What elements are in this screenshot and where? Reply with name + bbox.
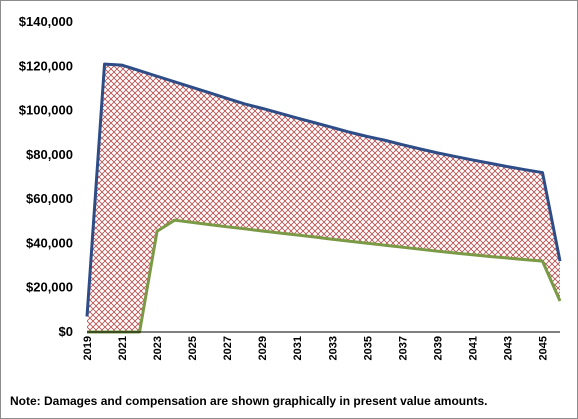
x-tick-label: 2045 xyxy=(537,336,549,360)
x-tick-label: 2035 xyxy=(362,336,374,360)
x-tick-label: 2039 xyxy=(432,336,444,360)
x-tick-label: 2019 xyxy=(82,336,94,360)
y-axis-ticks: $0 $20,000 $40,000 $60,000 $80,000 $100,000 $1… xyxy=(19,14,73,339)
y-tick-label: $60,000 xyxy=(26,191,73,206)
plot-area: $0 $20,000 $40,000 $60,000 $80,000 $100,000 $1… xyxy=(19,14,562,360)
x-axis-ticks: 2019 2021 2023 2025 2027 2029 2031 2033 2035 2037… xyxy=(82,336,549,360)
x-tick-label: 2037 xyxy=(397,336,409,360)
x-tick-label: 2027 xyxy=(222,336,234,360)
y-tick-label: $20,000 xyxy=(26,280,73,295)
x-tick-label: 2029 xyxy=(257,336,269,360)
upper-series-line xyxy=(85,62,562,317)
damage-compensation-gap-area xyxy=(87,64,560,332)
lower-series-line xyxy=(87,218,562,334)
y-tick-label: $100,000 xyxy=(19,103,73,118)
y-tick-label: $0 xyxy=(59,324,73,339)
y-tick-label: $40,000 xyxy=(26,235,73,250)
x-tick-label: 2043 xyxy=(502,336,514,360)
x-tick-label: 2041 xyxy=(467,336,479,360)
x-tick-label: 2033 xyxy=(327,336,339,360)
chart-note: Note: Damages and compensation are shown… xyxy=(10,394,488,408)
x-tick-label: 2031 xyxy=(292,336,304,360)
x-tick-label: 2023 xyxy=(152,336,164,360)
x-tick-label: 2021 xyxy=(117,336,129,360)
y-tick-label: $120,000 xyxy=(19,58,73,73)
y-tick-label: $140,000 xyxy=(19,14,73,29)
y-tick-label: $80,000 xyxy=(26,147,73,162)
x-tick-label: 2025 xyxy=(187,336,199,360)
